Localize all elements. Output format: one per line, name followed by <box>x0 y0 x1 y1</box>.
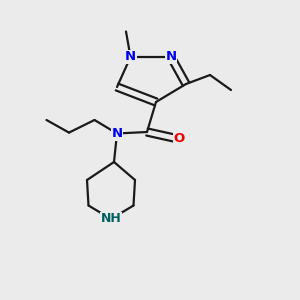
Text: NH: NH <box>100 212 122 226</box>
Text: O: O <box>174 131 185 145</box>
Text: N: N <box>125 50 136 64</box>
Text: N: N <box>111 127 123 140</box>
Text: N: N <box>165 50 177 64</box>
